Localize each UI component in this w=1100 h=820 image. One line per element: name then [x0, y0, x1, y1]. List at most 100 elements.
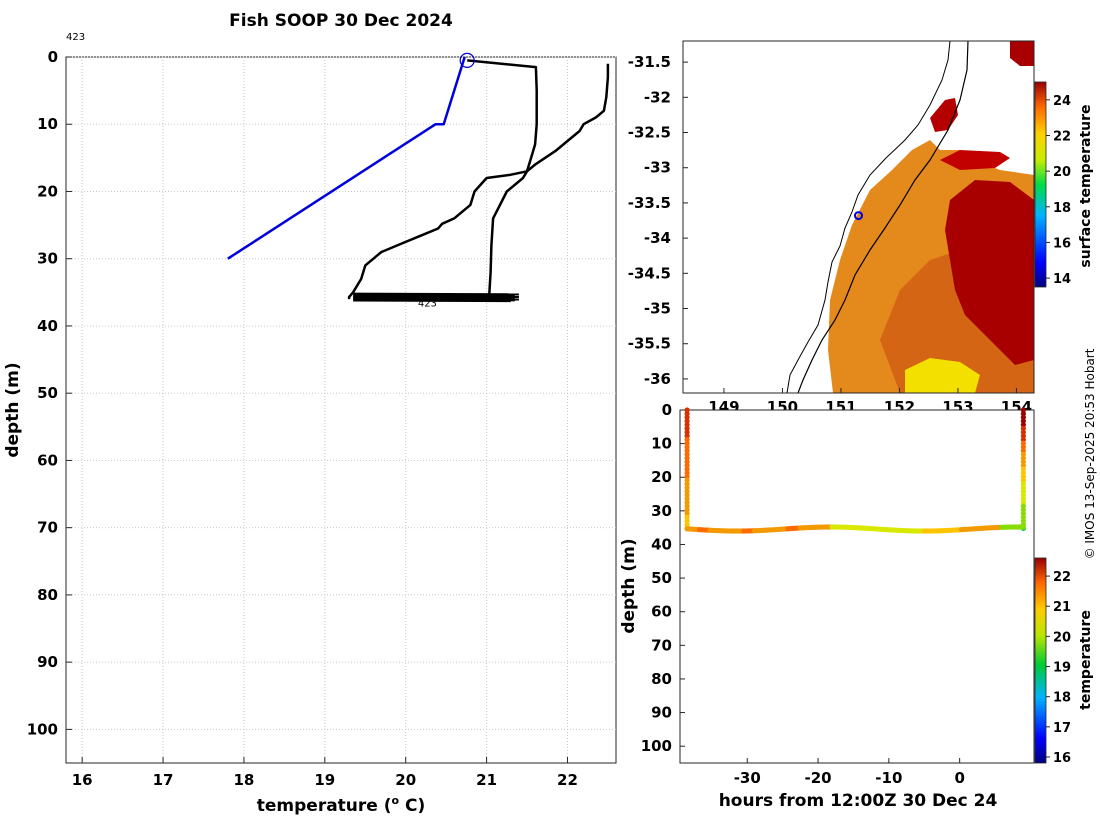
- map-y-tick-label: -34.5: [628, 264, 671, 282]
- temperature-colorbar-tick-label: 19: [1053, 661, 1071, 676]
- section-point: [1020, 514, 1026, 520]
- section-point: [684, 440, 690, 446]
- temperature-colorbar-tick-label: 20: [1053, 630, 1071, 645]
- map-y-tick-label: -32: [644, 88, 671, 106]
- section-y-tick-label: 90: [651, 704, 672, 722]
- sst-colorbar-tick-label: 16: [1053, 236, 1071, 251]
- section-point: [684, 473, 690, 480]
- bottom-tow-band: [353, 292, 519, 303]
- section-y-tick-label: 40: [651, 535, 672, 553]
- section-point: [1020, 425, 1026, 432]
- y-tick-label: 40: [37, 317, 58, 335]
- section-point: [1020, 503, 1026, 509]
- x-tick-label: 20: [395, 771, 416, 789]
- profile-annotation: 423: [418, 298, 437, 309]
- x-tick-label: 19: [314, 771, 335, 789]
- section-point: [684, 455, 690, 461]
- y-tick-label: 70: [37, 519, 58, 537]
- section-point: [684, 451, 690, 457]
- map-frame: [682, 40, 1035, 394]
- section-point: [684, 522, 690, 528]
- section-y-tick-label: 60: [651, 603, 672, 621]
- section-point: [1020, 444, 1026, 450]
- section-point: [1020, 499, 1026, 506]
- x-tick-label: 16: [72, 771, 93, 789]
- section-point: [1020, 470, 1026, 476]
- section-point: [684, 407, 690, 413]
- sst-cool-patch: [905, 358, 980, 393]
- sst-colorbar: [1034, 81, 1047, 288]
- section-y-tick-label: 10: [651, 435, 672, 453]
- section-x-ticks: -30 -20 -10 0: [734, 758, 965, 787]
- section-point: [684, 488, 690, 494]
- section-point: [1020, 462, 1026, 469]
- section-point: [1020, 411, 1026, 417]
- section-point: [684, 429, 690, 435]
- profile-y-label: depth (m): [3, 362, 23, 457]
- temperature-colorbar-label: temperature: [1078, 610, 1094, 710]
- section-point: [1020, 481, 1026, 487]
- section-x-tick-label: -30: [734, 769, 761, 787]
- profile-plot-area: [65, 56, 617, 764]
- section-point: [1020, 518, 1026, 524]
- section-y-tick-label: 0: [662, 401, 672, 419]
- profile-y-ticks: 0 10 20 30 40 50 60 70 80 90 100: [27, 48, 72, 738]
- profile-x-label-end: C): [399, 796, 425, 816]
- profile-grid: [66, 56, 616, 763]
- sst-northeast-patch: [1010, 41, 1034, 66]
- section-y-ticks: 0 10 20 30 40 50 60 70 80 90 100: [641, 401, 685, 755]
- profile-panel: 16 17 18 19 20 21 22 0 10 20 30 40 50 60 70 80 90 100 42…: [3, 32, 617, 816]
- x-tick-label: 17: [153, 771, 174, 789]
- credit-text: © IMOS 13-Sep-2025 20:53 Hobart: [1083, 348, 1097, 559]
- section-point: [1020, 473, 1026, 480]
- section-point: [684, 462, 690, 469]
- section-panel: -30 -20 -10 0 0 10 20 30 40 50 60 70 80 90 100 hours …: [619, 401, 1094, 811]
- map-y-tick-label: -35: [644, 300, 671, 318]
- section-point: [684, 425, 690, 432]
- profile-x-label: temperature (o C): [257, 794, 426, 816]
- figure-title: Fish SOOP 30 Dec 2024: [229, 11, 453, 31]
- section-point: [684, 422, 690, 428]
- section-y-tick-label: 50: [651, 569, 672, 587]
- section-point: [1020, 466, 1026, 472]
- section-x-label: hours from 12:00Z 30 Dec 24: [719, 791, 998, 811]
- map-y-tick-label: -31.5: [628, 53, 671, 71]
- profile-x-label-sup: o: [392, 794, 400, 807]
- section-point: [684, 436, 690, 443]
- sst-colorbar-tick-label: 18: [1053, 201, 1071, 216]
- temperature-colorbar-ticks: 16 17 18 19 20 21 22: [1046, 570, 1071, 766]
- section-point: [684, 481, 690, 487]
- section-point: [1020, 507, 1026, 513]
- map-y-tick-label: -34: [644, 229, 671, 247]
- ship-position-marker: [854, 211, 863, 221]
- section-point: [684, 459, 690, 465]
- section-point: [684, 492, 690, 498]
- y-tick-label: 10: [37, 115, 58, 133]
- sst-colorbar-label: surface temperature: [1078, 104, 1094, 267]
- y-tick-label: 30: [37, 250, 58, 268]
- section-point: [684, 448, 690, 454]
- section-point: [1020, 448, 1026, 454]
- map-y-ticks: -31.5 -32 -32.5 -33 -33.5 -34 -34.5 -35 -35.5 -36: [628, 53, 688, 388]
- section-y-tick-label: 70: [651, 636, 672, 654]
- section-point: [684, 470, 690, 476]
- y-tick-label: 100: [27, 720, 58, 738]
- temperature-colorbar-tick-label: 17: [1053, 721, 1071, 736]
- x-tick-label: 18: [234, 771, 255, 789]
- coastline: [786, 41, 951, 393]
- y-tick-label: 0: [48, 48, 58, 66]
- section-x-tick-label: -10: [875, 769, 902, 787]
- map-y-tick-label: -36: [644, 370, 671, 388]
- profile-x-label-main: temperature (: [257, 796, 392, 816]
- sst-colorbar-ticks: 14 16 18 20 22 24: [1046, 94, 1071, 287]
- section-y-tick-label: 30: [651, 502, 672, 520]
- sst-colorbar-tick-label: 20: [1053, 165, 1071, 180]
- sst-colorbar-tick-label: 14: [1053, 272, 1071, 287]
- map-y-tick-label: -32.5: [628, 124, 671, 142]
- temperature-colorbar-tick-label: 21: [1053, 600, 1071, 615]
- x-tick-label: 21: [476, 771, 497, 789]
- y-tick-label: 90: [37, 653, 58, 671]
- section-point: [1020, 496, 1026, 502]
- y-tick-label: 20: [37, 182, 58, 200]
